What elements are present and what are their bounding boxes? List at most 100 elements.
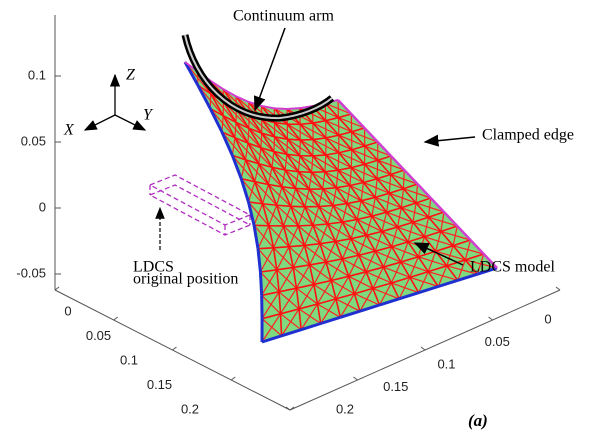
mesh-line: [376, 141, 392, 157]
mesh-line: [376, 173, 391, 180]
mesh-line: [338, 152, 352, 169]
mesh-line: [388, 174, 392, 194]
mesh-line: [304, 206, 314, 226]
mesh-line: [256, 248, 262, 273]
mesh-line: [295, 264, 311, 289]
mesh-line: [324, 171, 337, 189]
mesh-line: [261, 118, 276, 138]
mesh-line: [299, 155, 313, 173]
mesh-line: [382, 246, 393, 268]
mesh-line: [245, 158, 260, 165]
mesh-line: [244, 142, 249, 160]
mesh-line: [337, 152, 340, 171]
mesh-line: [258, 271, 264, 296]
mesh-line: [258, 163, 270, 185]
mesh-line: [374, 178, 378, 198]
mesh-line: [208, 107, 224, 133]
mesh-line: [320, 298, 337, 324]
mesh-line: [435, 244, 454, 253]
mesh-line: [261, 334, 283, 344]
annotation: original position: [133, 271, 238, 288]
mesh-line: [409, 276, 420, 294]
annotation: Continuum arm: [233, 8, 334, 25]
mesh-line: [290, 188, 297, 207]
mesh-line: [339, 309, 361, 319]
x-tick-label: 0.05: [86, 328, 111, 343]
mesh-line: [391, 276, 411, 284]
mesh-line: [428, 211, 445, 218]
mesh-line: [416, 183, 432, 199]
mesh-line: [440, 225, 458, 233]
mesh-line: [338, 131, 352, 136]
mesh-line: [409, 270, 429, 279]
mesh-line: [383, 261, 402, 268]
mesh-line: [295, 288, 300, 310]
mesh-line: [331, 275, 349, 282]
mesh-line: [353, 293, 361, 312]
mesh-line: [423, 217, 430, 237]
mesh-line: [374, 231, 383, 252]
mesh-line: [287, 138, 301, 141]
mesh-line: [325, 241, 337, 263]
mesh-line: [304, 188, 310, 207]
mesh-line: [409, 256, 419, 278]
mesh-line: [254, 163, 260, 182]
mesh-line: [325, 261, 333, 281]
mesh-line: [234, 122, 237, 138]
mesh-line: [276, 186, 283, 206]
mesh-line: [349, 181, 364, 187]
mesh-line: [281, 169, 286, 187]
mesh-line: [298, 284, 315, 310]
mesh-line: [396, 207, 402, 228]
mesh-line: [351, 131, 366, 147]
mesh-line: [292, 267, 298, 289]
mesh-line: [440, 230, 454, 247]
mesh-line: [415, 183, 419, 204]
z-label: Z: [126, 67, 136, 84]
mesh-line: [280, 287, 297, 315]
mesh-line: [428, 265, 448, 273]
mesh-line: [298, 303, 318, 310]
mesh-line: [415, 202, 430, 218]
mesh-line: [313, 284, 319, 305]
mesh-line: [325, 258, 343, 263]
mesh-line: [446, 265, 459, 281]
mesh-line: [350, 238, 360, 256]
mesh-line: [400, 241, 409, 263]
mesh-line: [412, 202, 417, 223]
mesh-line: [196, 84, 212, 110]
mesh-line: [402, 188, 417, 204]
mesh-line: [385, 193, 390, 213]
mesh-line: [476, 253, 485, 275]
mesh-line: [334, 241, 344, 260]
panel-label: (a): [468, 411, 488, 430]
mesh-line: [327, 205, 334, 225]
mesh-line: [312, 155, 326, 173]
mesh-line: [337, 169, 351, 187]
mesh-line: [341, 258, 350, 277]
mesh-line: [325, 154, 339, 171]
mesh-line: [446, 245, 454, 266]
frame-icon: [83, 73, 147, 131]
mesh-line: [335, 187, 348, 205]
mesh-line: [377, 155, 392, 162]
mesh-line: [341, 203, 348, 223]
mesh-line: [231, 137, 236, 156]
mesh-line: [366, 230, 383, 237]
mesh-line: [312, 139, 327, 156]
mesh-line: [400, 207, 414, 223]
mesh-line: [335, 170, 339, 188]
x-tick-label: 0.1: [120, 352, 138, 367]
mesh-line: [267, 184, 278, 206]
mesh-line: [348, 254, 360, 277]
mesh-line: [350, 219, 358, 239]
mesh-line: [365, 234, 376, 252]
ldcs-mesh: [183, 61, 498, 344]
mesh-line: [313, 279, 332, 286]
mesh-line: [281, 328, 302, 338]
mesh-line: [292, 245, 306, 268]
z-tick-label: 0: [39, 199, 46, 214]
y-label: Y: [143, 107, 154, 124]
mesh-line: [284, 154, 288, 171]
